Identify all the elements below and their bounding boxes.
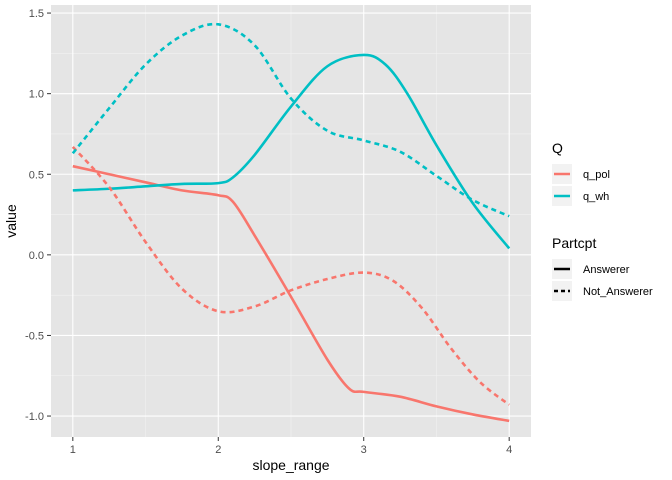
x-tick-label: 1 — [70, 444, 76, 456]
x-axis-title: slope_range — [252, 457, 329, 473]
x-tick-label: 3 — [361, 444, 367, 456]
grid-lines — [51, 5, 531, 437]
series-lines — [71, 22, 511, 423]
y-tick-label: 0.5 — [29, 169, 44, 181]
series-line-q-pol-not-answerer — [71, 145, 510, 406]
legend-label-q-pol: q_pol — [583, 169, 610, 181]
y-tick-label: -0.5 — [25, 330, 44, 342]
x-tick-label: 2 — [215, 444, 221, 456]
legend-label-answerer: Answerer — [583, 264, 630, 276]
legend-partcpt: Partcpt Answerer Not_Answerer — [552, 235, 653, 301]
y-tick-label: 0.0 — [29, 250, 44, 262]
series-line-q-wh-answerer — [72, 53, 511, 250]
y-tick-label: 1.5 — [29, 8, 44, 20]
legend-label-q-wh: q_wh — [583, 191, 609, 203]
legend-label-not-answerer: Not_Answerer — [583, 286, 653, 298]
y-tick-label: -1.0 — [25, 411, 44, 423]
legend-q: Q q_pol q_wh — [552, 140, 610, 206]
legend-partcpt-title: Partcpt — [552, 235, 596, 251]
y-axis-title: value — [3, 204, 19, 238]
x-tick-label: 4 — [506, 444, 512, 456]
series-line-q-wh-not-answerer — [71, 22, 510, 218]
legend-q-title: Q — [552, 140, 563, 156]
axes: 1 2 3 4 -1.0 -0.5 0.0 0.5 1.0 1.5 — [25, 8, 512, 456]
y-tick-label: 1.0 — [29, 89, 44, 101]
